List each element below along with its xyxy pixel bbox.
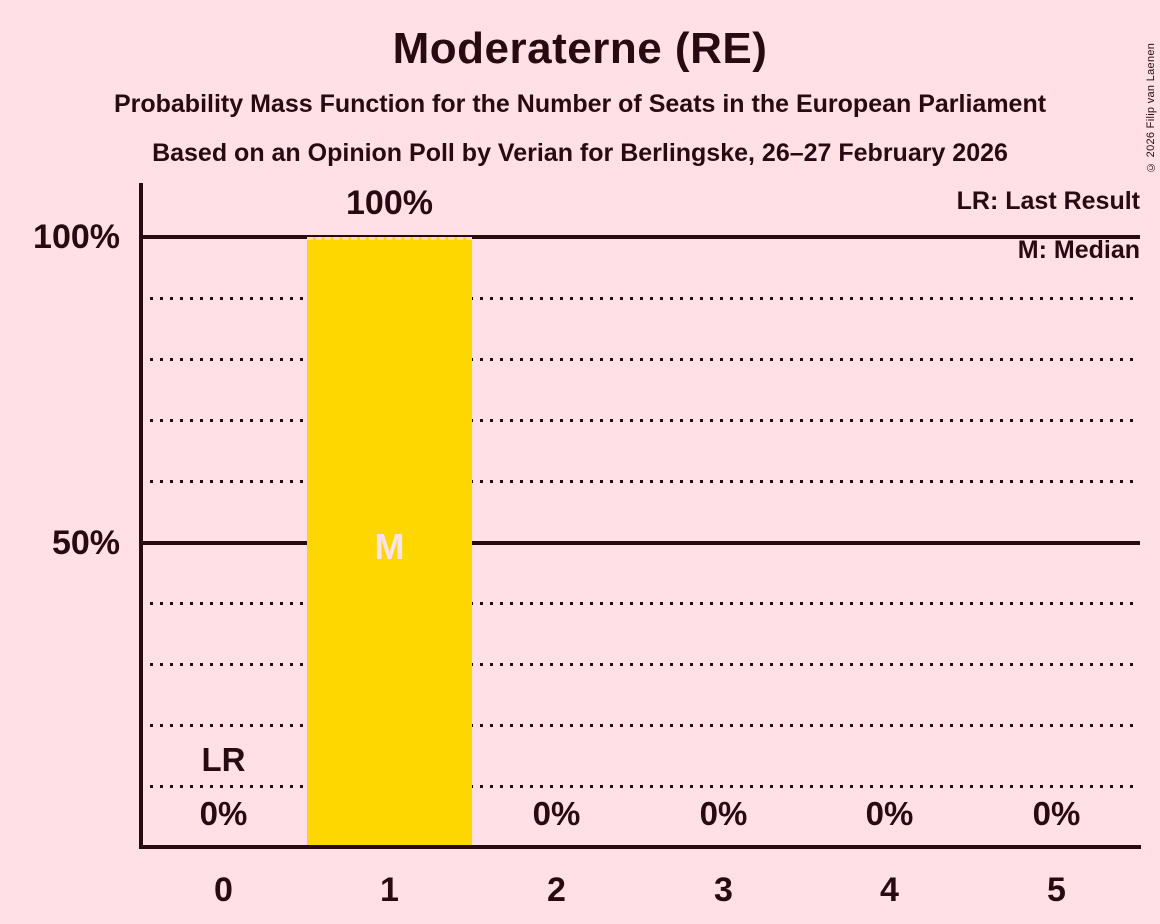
gridline-solid-100 bbox=[140, 235, 1140, 239]
gridline-dotted-10 bbox=[140, 785, 1140, 788]
xtick-label-2: 2 bbox=[547, 871, 566, 909]
chart-subtitle: Probability Mass Function for the Number… bbox=[113, 90, 1047, 118]
value-label-seats-3: 0% bbox=[699, 795, 748, 832]
xtick-label-5: 5 bbox=[1047, 871, 1066, 909]
legend-last-result: LR: Last Result bbox=[956, 187, 1140, 215]
copyright-text: © 2026 Filip van Laenen bbox=[1145, 42, 1157, 173]
chart-poll-note: Based on an Opinion Poll by Verian for B… bbox=[152, 139, 1008, 167]
gridline-solid-50 bbox=[140, 541, 1140, 545]
bar-value-label-seats-1: 100% bbox=[346, 184, 433, 222]
chart-title: Moderaterne (RE) bbox=[392, 24, 768, 73]
gridline-dotted-30 bbox=[140, 663, 1140, 666]
median-marker: M bbox=[374, 526, 405, 567]
xtick-label-4: 4 bbox=[880, 871, 899, 909]
value-label-seats-5: 0% bbox=[1032, 795, 1081, 832]
last-result-marker: LR bbox=[201, 741, 246, 778]
ytick-label-100: 100% bbox=[33, 218, 120, 256]
gridline-dotted-20 bbox=[140, 724, 1140, 727]
x-axis-line bbox=[139, 845, 1141, 849]
gridline-dotted-60 bbox=[140, 480, 1140, 483]
value-label-seats-0: 0% bbox=[199, 795, 248, 832]
value-label-seats-2: 0% bbox=[532, 795, 581, 832]
y-axis-line bbox=[139, 183, 143, 849]
xtick-label-1: 1 bbox=[380, 871, 399, 909]
gridline-dotted-70 bbox=[140, 419, 1140, 422]
gridline-dotted-90 bbox=[140, 297, 1140, 300]
gridline-dotted-80 bbox=[140, 358, 1140, 361]
gridline-dotted-40 bbox=[140, 602, 1140, 605]
value-label-seats-4: 0% bbox=[865, 795, 914, 832]
ytick-label-50: 50% bbox=[51, 524, 120, 562]
legend-median: M: Median bbox=[1017, 236, 1140, 264]
xtick-label-0: 0 bbox=[214, 871, 233, 909]
bar-seats-1 bbox=[307, 237, 472, 847]
xtick-label-3: 3 bbox=[714, 871, 733, 909]
